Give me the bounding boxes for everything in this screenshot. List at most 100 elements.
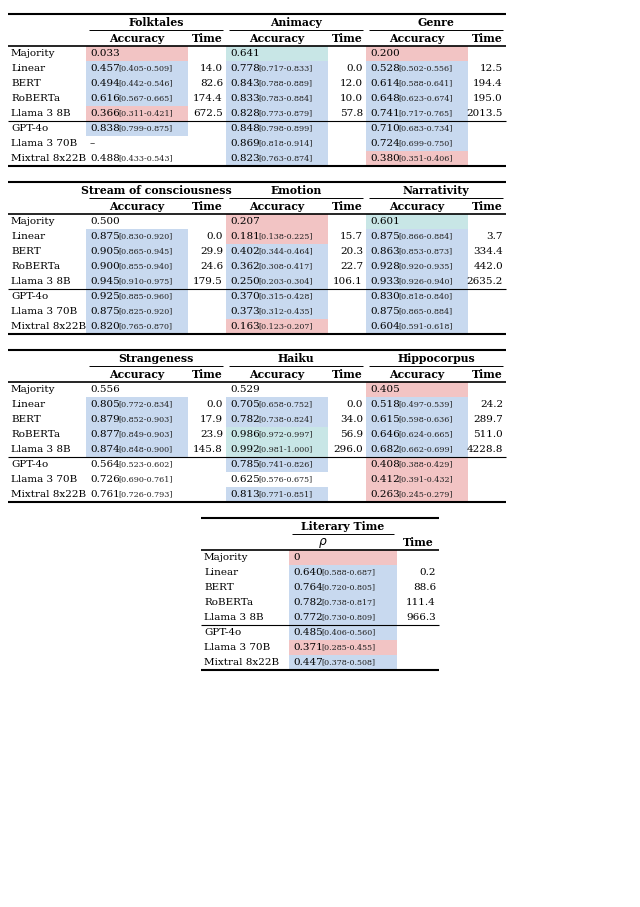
Text: RoBERTa: RoBERTa <box>11 430 60 439</box>
Text: 0.371: 0.371 <box>293 643 323 652</box>
Text: 0.785: 0.785 <box>230 460 260 469</box>
Text: 0.933: 0.933 <box>370 277 400 286</box>
Text: [0.624-0.665]: [0.624-0.665] <box>398 431 452 438</box>
Text: 0.782: 0.782 <box>230 415 260 424</box>
Text: [0.738-0.824]: [0.738-0.824] <box>258 415 312 424</box>
Text: [0.591-0.618]: [0.591-0.618] <box>398 323 452 330</box>
Bar <box>289 610 397 625</box>
Text: [0.699-0.750]: [0.699-0.750] <box>398 140 452 148</box>
Text: –: – <box>90 139 95 148</box>
Text: [0.311-0.421]: [0.311-0.421] <box>118 110 173 118</box>
Text: Literary Time: Literary Time <box>301 521 385 532</box>
Bar <box>366 121 468 136</box>
Text: 56.9: 56.9 <box>340 430 363 439</box>
Text: 0.875: 0.875 <box>370 307 400 316</box>
Text: 0.366: 0.366 <box>90 109 120 118</box>
Bar <box>86 229 188 244</box>
Text: [0.849-0.903]: [0.849-0.903] <box>118 431 173 438</box>
Text: 0.616: 0.616 <box>90 94 120 103</box>
Text: [0.788-0.889]: [0.788-0.889] <box>258 80 312 87</box>
Text: Time: Time <box>332 33 362 44</box>
Text: [0.852-0.903]: [0.852-0.903] <box>118 415 172 424</box>
Text: [0.783-0.884]: [0.783-0.884] <box>258 94 312 102</box>
Text: 0.875: 0.875 <box>90 307 120 316</box>
Text: 0.761: 0.761 <box>90 490 120 499</box>
Text: 0.646: 0.646 <box>370 430 400 439</box>
Text: 0.710: 0.710 <box>370 124 400 133</box>
Text: Time: Time <box>191 33 222 44</box>
Bar <box>86 304 188 319</box>
Text: 0.200: 0.200 <box>370 49 400 58</box>
Text: 29.9: 29.9 <box>200 247 223 256</box>
Text: [0.203-0.304]: [0.203-0.304] <box>258 278 312 286</box>
Text: 0.838: 0.838 <box>90 124 120 133</box>
Text: [0.926-0.940]: [0.926-0.940] <box>398 278 452 286</box>
Text: 0.945: 0.945 <box>90 277 120 286</box>
Text: 0.457: 0.457 <box>90 64 120 73</box>
Text: [0.344-0.464]: [0.344-0.464] <box>258 248 313 256</box>
Text: [0.730-0.809]: [0.730-0.809] <box>321 613 375 621</box>
Text: [0.388-0.429]: [0.388-0.429] <box>398 461 452 469</box>
Text: 0.925: 0.925 <box>90 292 120 301</box>
Text: 0.373: 0.373 <box>230 307 260 316</box>
Text: Llama 3 70B: Llama 3 70B <box>11 475 77 484</box>
Text: [0.567-0.665]: [0.567-0.665] <box>118 94 172 102</box>
Bar <box>86 289 188 304</box>
Text: 0.726: 0.726 <box>90 475 120 484</box>
Bar <box>226 76 328 91</box>
Bar <box>366 151 468 166</box>
Text: 14.0: 14.0 <box>200 64 223 73</box>
Bar <box>226 91 328 106</box>
Text: Llama 3 70B: Llama 3 70B <box>204 643 270 652</box>
Text: [0.830-0.920]: [0.830-0.920] <box>118 232 172 240</box>
Bar <box>226 427 328 442</box>
Text: 0.0: 0.0 <box>346 400 363 409</box>
Bar <box>366 487 468 502</box>
Bar <box>226 244 328 259</box>
Text: 0.772: 0.772 <box>293 613 323 622</box>
Text: [0.717-0.765]: [0.717-0.765] <box>398 110 452 118</box>
Text: 0.528: 0.528 <box>370 64 400 73</box>
Bar <box>289 580 397 595</box>
Bar <box>86 412 188 427</box>
Text: 0.614: 0.614 <box>370 79 400 88</box>
Text: 0.648: 0.648 <box>370 94 400 103</box>
Text: 511.0: 511.0 <box>473 430 503 439</box>
Text: 10.0: 10.0 <box>340 94 363 103</box>
Text: [0.502-0.556]: [0.502-0.556] <box>398 64 452 73</box>
Text: [0.690-0.761]: [0.690-0.761] <box>118 475 173 483</box>
Text: 111.4: 111.4 <box>406 598 436 607</box>
Bar <box>226 121 328 136</box>
Text: 0.869: 0.869 <box>230 139 260 148</box>
Text: 0.877: 0.877 <box>90 430 120 439</box>
Text: 88.6: 88.6 <box>413 583 436 592</box>
Text: Linear: Linear <box>204 568 238 577</box>
Text: [0.308-0.417]: [0.308-0.417] <box>258 262 312 270</box>
Text: Mixtral 8x22B: Mixtral 8x22B <box>11 490 86 499</box>
Text: 0.724: 0.724 <box>370 139 400 148</box>
Text: [0.771-0.851]: [0.771-0.851] <box>258 491 312 499</box>
Text: 0.833: 0.833 <box>230 94 260 103</box>
Text: 0.682: 0.682 <box>370 445 400 454</box>
Text: [0.818-0.840]: [0.818-0.840] <box>398 292 452 300</box>
Text: 0.163: 0.163 <box>230 322 260 331</box>
Text: [0.623-0.674]: [0.623-0.674] <box>398 94 452 102</box>
Text: 195.0: 195.0 <box>473 94 503 103</box>
Bar <box>226 442 328 457</box>
Text: Mixtral 8x22B: Mixtral 8x22B <box>204 658 279 667</box>
Bar <box>226 397 328 412</box>
Bar <box>86 46 188 61</box>
Bar <box>226 106 328 121</box>
Text: [0.588-0.687]: [0.588-0.687] <box>321 569 375 577</box>
Text: 0: 0 <box>293 553 300 562</box>
Text: 0.805: 0.805 <box>90 400 120 409</box>
Text: Accuracy: Accuracy <box>389 369 445 380</box>
Text: 15.7: 15.7 <box>340 232 363 241</box>
Text: [0.588-0.641]: [0.588-0.641] <box>398 80 452 87</box>
Text: [0.405-0.509]: [0.405-0.509] <box>118 64 172 73</box>
Text: Majority: Majority <box>204 553 248 562</box>
Text: 0.529: 0.529 <box>230 385 260 394</box>
Text: 34.0: 34.0 <box>340 415 363 424</box>
Text: [0.741-0.826]: [0.741-0.826] <box>258 461 312 469</box>
Bar <box>86 244 188 259</box>
